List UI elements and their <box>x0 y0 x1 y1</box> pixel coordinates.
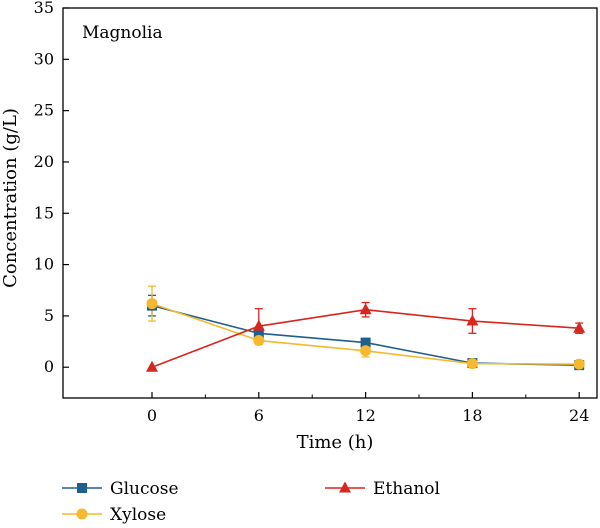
x-tick-label: 24 <box>569 406 589 425</box>
legend-swatch-marker <box>76 508 88 520</box>
y-tick-label: 30 <box>34 49 54 68</box>
y-tick-label: 20 <box>34 152 54 171</box>
plot-frame <box>62 7 598 399</box>
data-point-xylose <box>253 335 265 347</box>
legend-swatch-marker <box>77 483 87 493</box>
plot-area: 0 5 10 15 20 25 30 35 0 6 12 18 24 <box>34 0 598 425</box>
y-tick-label: 10 <box>34 255 54 274</box>
data-point-xylose <box>573 358 585 370</box>
x-axis-title: Time (h) <box>297 432 374 453</box>
y-axis-title: Concentration (g/L) <box>0 108 21 288</box>
legend-swatch-marker <box>339 481 351 493</box>
data-point-xylose <box>466 358 478 370</box>
data-point-xylose <box>146 298 158 310</box>
legend-item-xylose: Xylose <box>62 505 166 525</box>
legend-label: Xylose <box>110 505 166 525</box>
data-point-ethanol <box>466 314 479 326</box>
y-tick-label: 35 <box>34 0 54 17</box>
y-tick-label: 0 <box>44 357 54 376</box>
data-point-ethanol <box>573 321 586 333</box>
x-tick-label: 0 <box>147 406 157 425</box>
data-point-glucose <box>253 328 264 339</box>
x-tick-label: 6 <box>254 406 264 425</box>
data-point-ethanol <box>146 360 158 372</box>
x-tick-label: 12 <box>355 406 375 425</box>
chart-annotation: Magnolia <box>82 23 163 43</box>
y-tick-label: 5 <box>44 306 54 325</box>
y-tick-label: 15 <box>34 203 54 222</box>
data-point-ethanol <box>252 319 265 331</box>
data-point-glucose <box>360 337 371 348</box>
legend-label: Ethanol <box>373 479 440 499</box>
legend-label: Glucose <box>110 479 179 499</box>
y-tick-label: 25 <box>34 101 54 120</box>
x-tick-label: 18 <box>462 406 482 425</box>
legend-item-glucose: Glucose <box>62 479 179 499</box>
legend-item-ethanol: Ethanol <box>325 479 440 499</box>
data-point-ethanol <box>359 303 372 315</box>
legend: Glucose Xylose Ethanol <box>62 479 440 525</box>
data-point-xylose <box>360 345 372 357</box>
